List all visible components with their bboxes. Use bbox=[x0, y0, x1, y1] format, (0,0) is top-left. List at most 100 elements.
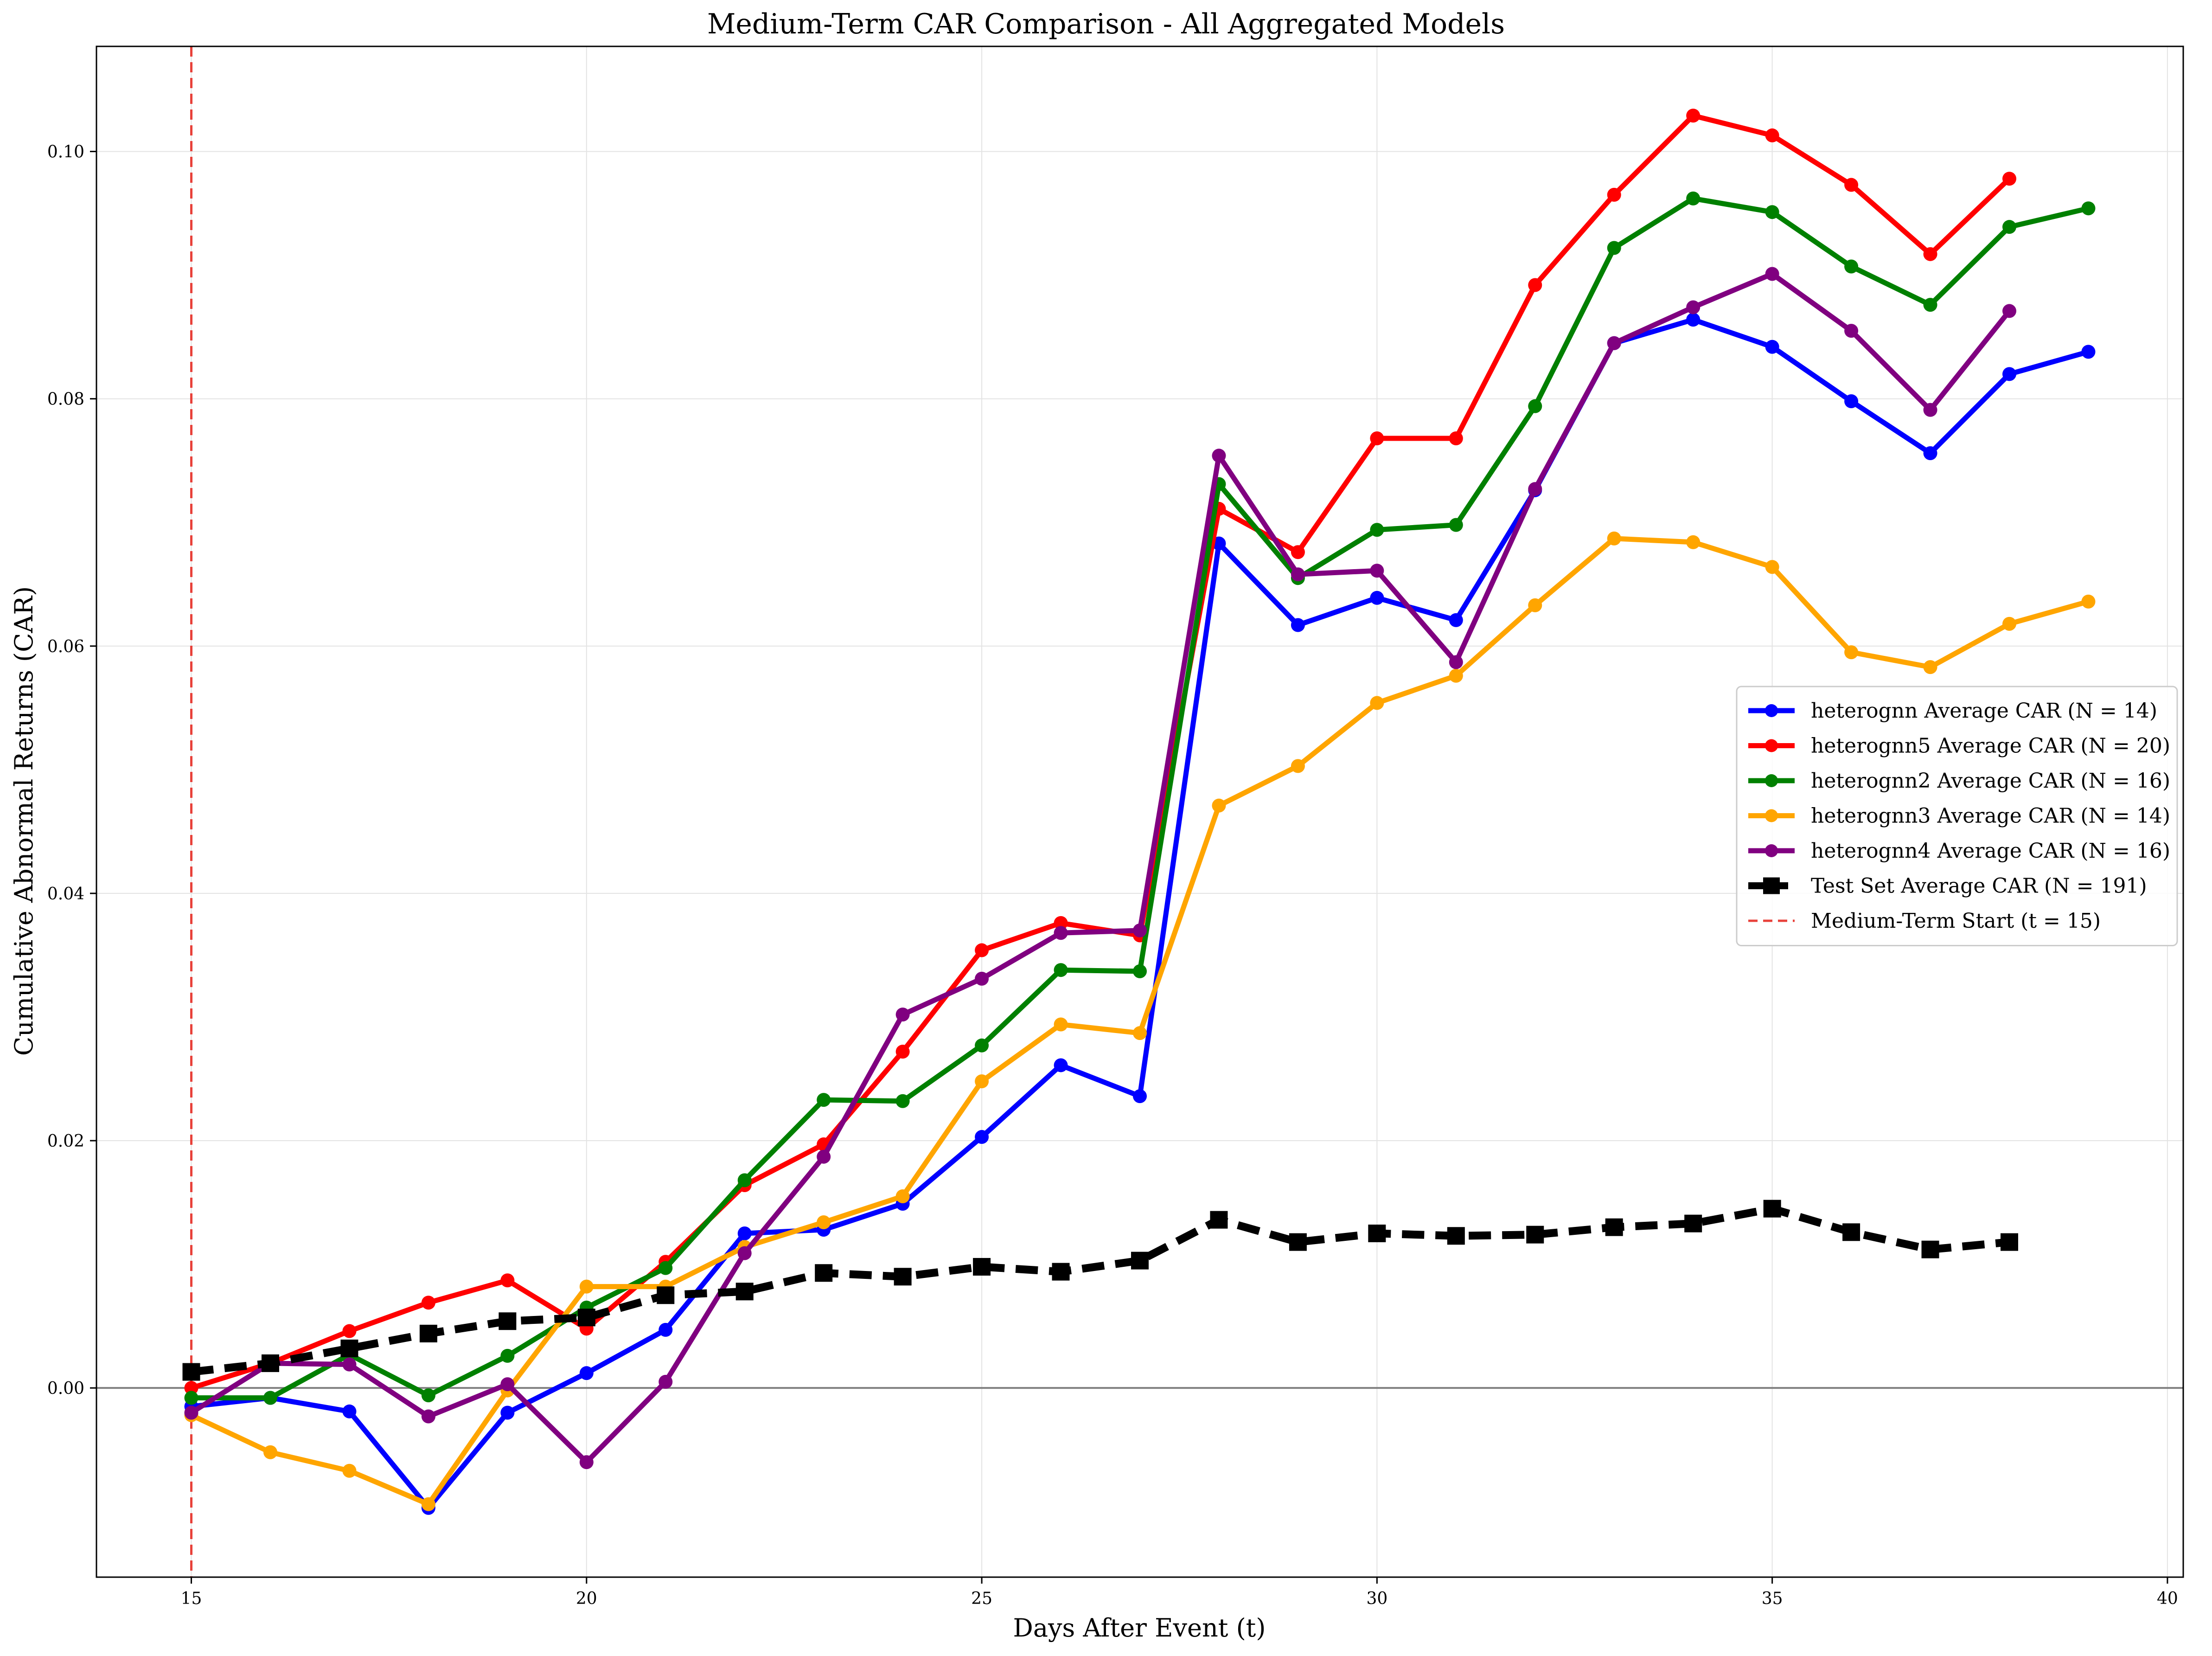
data-point bbox=[500, 1273, 515, 1288]
data-point bbox=[658, 1322, 673, 1337]
data-point bbox=[421, 1388, 435, 1403]
legend: heterognn Average CAR (N = 14) heterognn5… bbox=[1736, 686, 2178, 946]
data-point bbox=[1923, 446, 1937, 460]
data-point bbox=[1212, 449, 1226, 463]
data-point bbox=[895, 1008, 910, 1022]
data-point bbox=[1921, 1240, 1939, 1258]
data-point bbox=[2002, 220, 2016, 234]
data-point bbox=[1684, 1214, 1702, 1232]
data-point bbox=[1368, 1224, 1386, 1242]
legend-entry: heterognn5 Average CAR (N = 20) bbox=[1748, 734, 2170, 758]
data-point bbox=[1447, 1227, 1465, 1245]
data-point bbox=[1528, 278, 1542, 292]
data-point bbox=[737, 1226, 752, 1240]
data-point bbox=[2081, 201, 2096, 216]
x-tick-label: 25 bbox=[971, 1589, 992, 1608]
data-point bbox=[895, 1094, 910, 1108]
data-point bbox=[1291, 759, 1305, 773]
legend-entry: heterognn Average CAR (N = 14) bbox=[1748, 699, 2157, 723]
legend-label: heterognn5 Average CAR (N = 20) bbox=[1811, 734, 2170, 758]
data-point bbox=[1449, 518, 1463, 532]
data-point bbox=[658, 1374, 673, 1389]
data-point bbox=[1370, 564, 1384, 578]
data-point bbox=[1607, 336, 1621, 350]
data-point bbox=[1844, 259, 1859, 274]
data-point bbox=[184, 1391, 198, 1405]
data-point bbox=[1052, 1263, 1070, 1281]
data-point bbox=[1449, 431, 1463, 445]
data-point bbox=[1763, 1200, 1781, 1218]
data-point bbox=[184, 1381, 198, 1395]
series-0 bbox=[184, 313, 2096, 1515]
legend-marker bbox=[1763, 877, 1780, 894]
data-point bbox=[737, 1246, 752, 1260]
data-point bbox=[1605, 1218, 1623, 1236]
data-point bbox=[1844, 394, 1859, 409]
data-point bbox=[895, 1045, 910, 1059]
data-point bbox=[1054, 916, 1068, 930]
data-point bbox=[817, 1149, 831, 1164]
data-point bbox=[1765, 205, 1779, 219]
data-point bbox=[500, 1406, 515, 1420]
data-point bbox=[1686, 535, 1701, 549]
data-point bbox=[1449, 613, 1463, 627]
legend-marker bbox=[1765, 809, 1778, 822]
data-point bbox=[1054, 1017, 1068, 1032]
data-point bbox=[1765, 560, 1779, 574]
data-point bbox=[1686, 313, 1701, 327]
y-tick-label: 0.06 bbox=[47, 637, 84, 656]
data-point bbox=[895, 1189, 910, 1203]
data-point bbox=[1765, 267, 1779, 281]
data-point bbox=[2001, 1233, 2018, 1251]
legend-marker bbox=[1765, 844, 1778, 857]
data-point bbox=[975, 971, 989, 986]
legend-entry: heterognn3 Average CAR (N = 14) bbox=[1748, 804, 2170, 828]
y-tick-label: 0.02 bbox=[47, 1132, 84, 1151]
data-point bbox=[1526, 1226, 1544, 1244]
legend-entry: Test Set Average CAR (N = 191) bbox=[1748, 874, 2147, 898]
data-point bbox=[1210, 1211, 1228, 1229]
y-tick-label: 0.00 bbox=[47, 1379, 84, 1398]
data-point bbox=[1844, 324, 1859, 338]
data-point bbox=[342, 1463, 357, 1478]
data-point bbox=[894, 1268, 912, 1286]
data-point bbox=[421, 1409, 435, 1424]
data-point bbox=[1607, 241, 1621, 255]
data-point bbox=[1291, 618, 1305, 632]
data-point bbox=[579, 1279, 594, 1294]
data-point bbox=[658, 1261, 673, 1275]
y-tick-label: 0.08 bbox=[47, 390, 84, 409]
data-point bbox=[579, 1455, 594, 1470]
data-point bbox=[500, 1377, 515, 1392]
axis-ticks: 15 20 25 30 35 40 0.00 0.02 0.04 0.06 0.08 0.10 bbox=[47, 143, 2178, 1608]
data-point bbox=[975, 1038, 989, 1053]
data-point bbox=[1212, 798, 1226, 813]
data-point bbox=[1765, 340, 1779, 354]
data-point bbox=[1607, 531, 1621, 546]
data-point bbox=[1291, 545, 1305, 559]
data-point bbox=[1923, 247, 1937, 261]
data-point bbox=[1686, 109, 1701, 123]
data-point bbox=[2002, 616, 2016, 631]
data-point bbox=[1842, 1223, 1860, 1241]
data-point bbox=[184, 1406, 198, 1420]
data-point bbox=[1370, 431, 1384, 445]
data-point bbox=[182, 1363, 200, 1381]
data-point bbox=[419, 1324, 437, 1342]
data-point bbox=[499, 1312, 517, 1330]
legend-label: heterognn2 Average CAR (N = 16) bbox=[1811, 769, 2170, 793]
data-point bbox=[340, 1339, 358, 1357]
data-point bbox=[1370, 591, 1384, 605]
data-point bbox=[1528, 399, 1542, 413]
data-point bbox=[421, 1296, 435, 1310]
legend-entry: Medium-Term Start (t = 15) bbox=[1748, 909, 2101, 933]
data-point bbox=[1054, 963, 1068, 977]
data-point bbox=[1370, 523, 1384, 537]
legend-label: Test Set Average CAR (N = 191) bbox=[1811, 874, 2147, 898]
data-point bbox=[1528, 598, 1542, 612]
legend-marker bbox=[1765, 774, 1778, 787]
data-point bbox=[1370, 696, 1384, 710]
data-point bbox=[1923, 403, 1937, 417]
data-point bbox=[2002, 367, 2016, 381]
